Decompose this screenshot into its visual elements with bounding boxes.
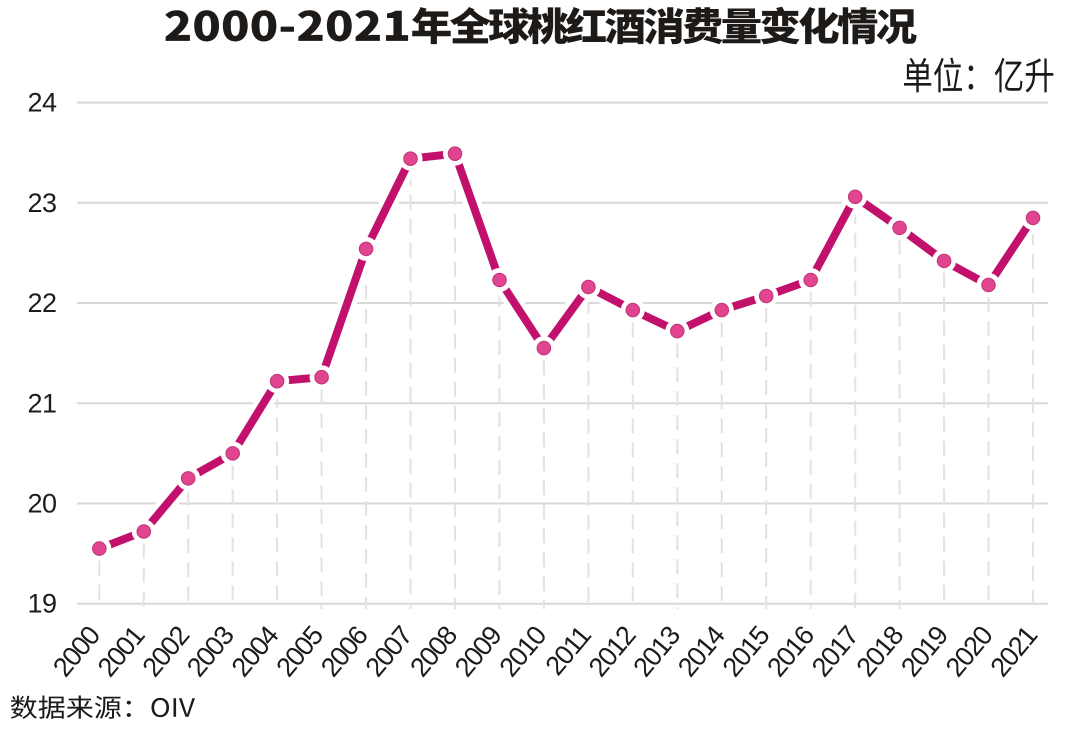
svg-text:19: 19 xyxy=(27,589,56,619)
svg-text:21: 21 xyxy=(27,388,56,418)
svg-text:23: 23 xyxy=(27,188,56,218)
svg-text:24: 24 xyxy=(27,88,57,118)
svg-text:20: 20 xyxy=(27,489,56,519)
svg-text:22: 22 xyxy=(27,288,56,318)
